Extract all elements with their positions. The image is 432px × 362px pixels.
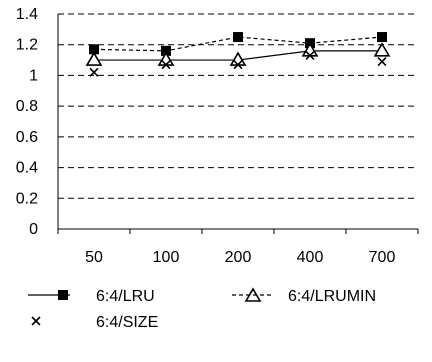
y-tick-label: 0.8: [16, 98, 38, 115]
y-tick-label: 1.2: [16, 37, 38, 54]
series-line-0: [93, 36, 383, 52]
y-tick-label: 1: [29, 67, 38, 84]
data-point-x: [161, 60, 171, 70]
data-point-square: [161, 45, 171, 56]
data-point-x: [305, 50, 315, 61]
y-tick-label: 0: [29, 221, 38, 238]
legend: 6:4/LRU 6:4/LRUMIN 6:4/SIZE: [28, 287, 376, 331]
legend-item-size: 6:4/SIZE: [31, 314, 158, 331]
legend-item-lrumin: 6:4/LRUMIN: [232, 287, 376, 305]
y-tick-label: 0.2: [16, 190, 38, 207]
data-point-x: [233, 60, 243, 70]
legend-item-lru: 6:4/LRU: [28, 288, 155, 305]
data-point-square: [233, 32, 243, 43]
data-point-triangle: [373, 42, 391, 57]
legend-label-lru: 6:4/LRU: [96, 288, 155, 305]
x-tick-labels: 50 100 200 400 700: [85, 249, 395, 266]
x-tick-label: 200: [225, 249, 252, 266]
y-tick-labels: 0 0.2 0.4 0.6 0.8 1 1.2 1.4: [16, 6, 38, 238]
x-tick-label: 50: [85, 249, 103, 266]
data-point-x: [377, 57, 387, 67]
legend-marker-lrumin: [244, 287, 262, 302]
y-tick-label: 0.6: [16, 129, 38, 146]
data-point-square: [89, 44, 99, 55]
x-tick-label: 700: [369, 249, 396, 266]
data-point-x: [89, 67, 99, 77]
series-group: [85, 32, 391, 77]
legend-marker-lru: [58, 290, 68, 300]
y-tick-label: 1.4: [16, 6, 38, 23]
y-tick-label: 0.4: [16, 160, 38, 177]
legend-label-lrumin: 6:4/LRUMIN: [288, 288, 376, 305]
legend-marker-size: [31, 316, 41, 326]
legend-label-size: 6:4/SIZE: [96, 314, 158, 331]
data-point-triangle: [85, 51, 103, 66]
data-point-square: [377, 32, 387, 43]
x-tick-label: 400: [297, 249, 324, 266]
axes: [57, 14, 419, 234]
gridlines: [58, 13, 418, 199]
x-tick-label: 100: [153, 249, 180, 266]
